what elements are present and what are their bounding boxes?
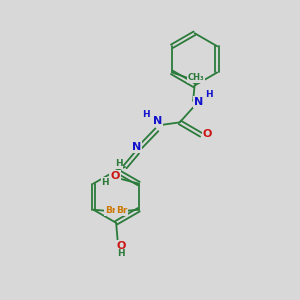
Text: N: N <box>194 97 203 107</box>
Text: N: N <box>132 142 142 152</box>
Text: Br: Br <box>105 206 116 215</box>
Text: N: N <box>153 116 162 126</box>
Text: H: H <box>115 159 122 168</box>
Text: H: H <box>205 90 212 99</box>
Text: H: H <box>117 249 125 258</box>
Text: O: O <box>110 171 120 181</box>
Text: CH₃: CH₃ <box>188 73 204 82</box>
Text: H: H <box>101 178 109 187</box>
Text: Br: Br <box>116 206 127 215</box>
Text: O: O <box>116 241 126 251</box>
Text: H: H <box>142 110 150 118</box>
Text: O: O <box>203 129 212 139</box>
